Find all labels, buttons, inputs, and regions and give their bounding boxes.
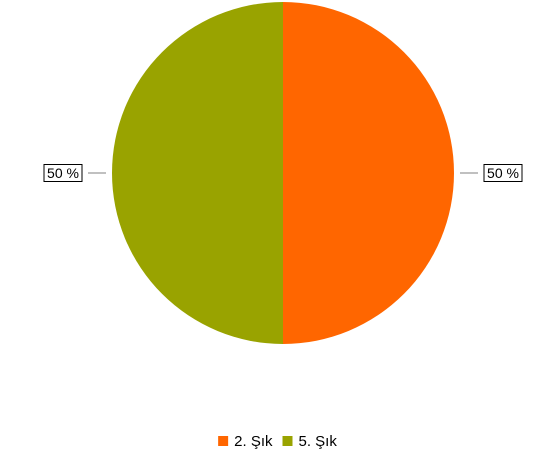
data-label-2-sik: 50 %: [487, 165, 519, 181]
data-label-box-5-sik: [43, 164, 83, 182]
data-labels: 50 % 50 %: [43, 164, 523, 182]
legend-swatch-5-sik: [282, 436, 293, 446]
legend-swatch-2-sik: [218, 436, 229, 446]
data-label-5-sik: 50 %: [47, 165, 79, 181]
legend-item-5-sik: 5. Şık: [282, 433, 338, 450]
legend-item-2-sik: 2. Şık: [218, 433, 273, 450]
pie-slice-2-sik: [283, 2, 454, 344]
legend: 2. Şık 5. Şık: [218, 433, 337, 450]
legend-label-2-sik: 2. Şık: [234, 433, 273, 450]
data-label-box-2-sik: [483, 164, 523, 182]
legend-label-5-sik: 5. Şık: [299, 433, 338, 450]
pie-slices: [112, 2, 454, 344]
pie-slice-5-sik: [112, 2, 283, 344]
